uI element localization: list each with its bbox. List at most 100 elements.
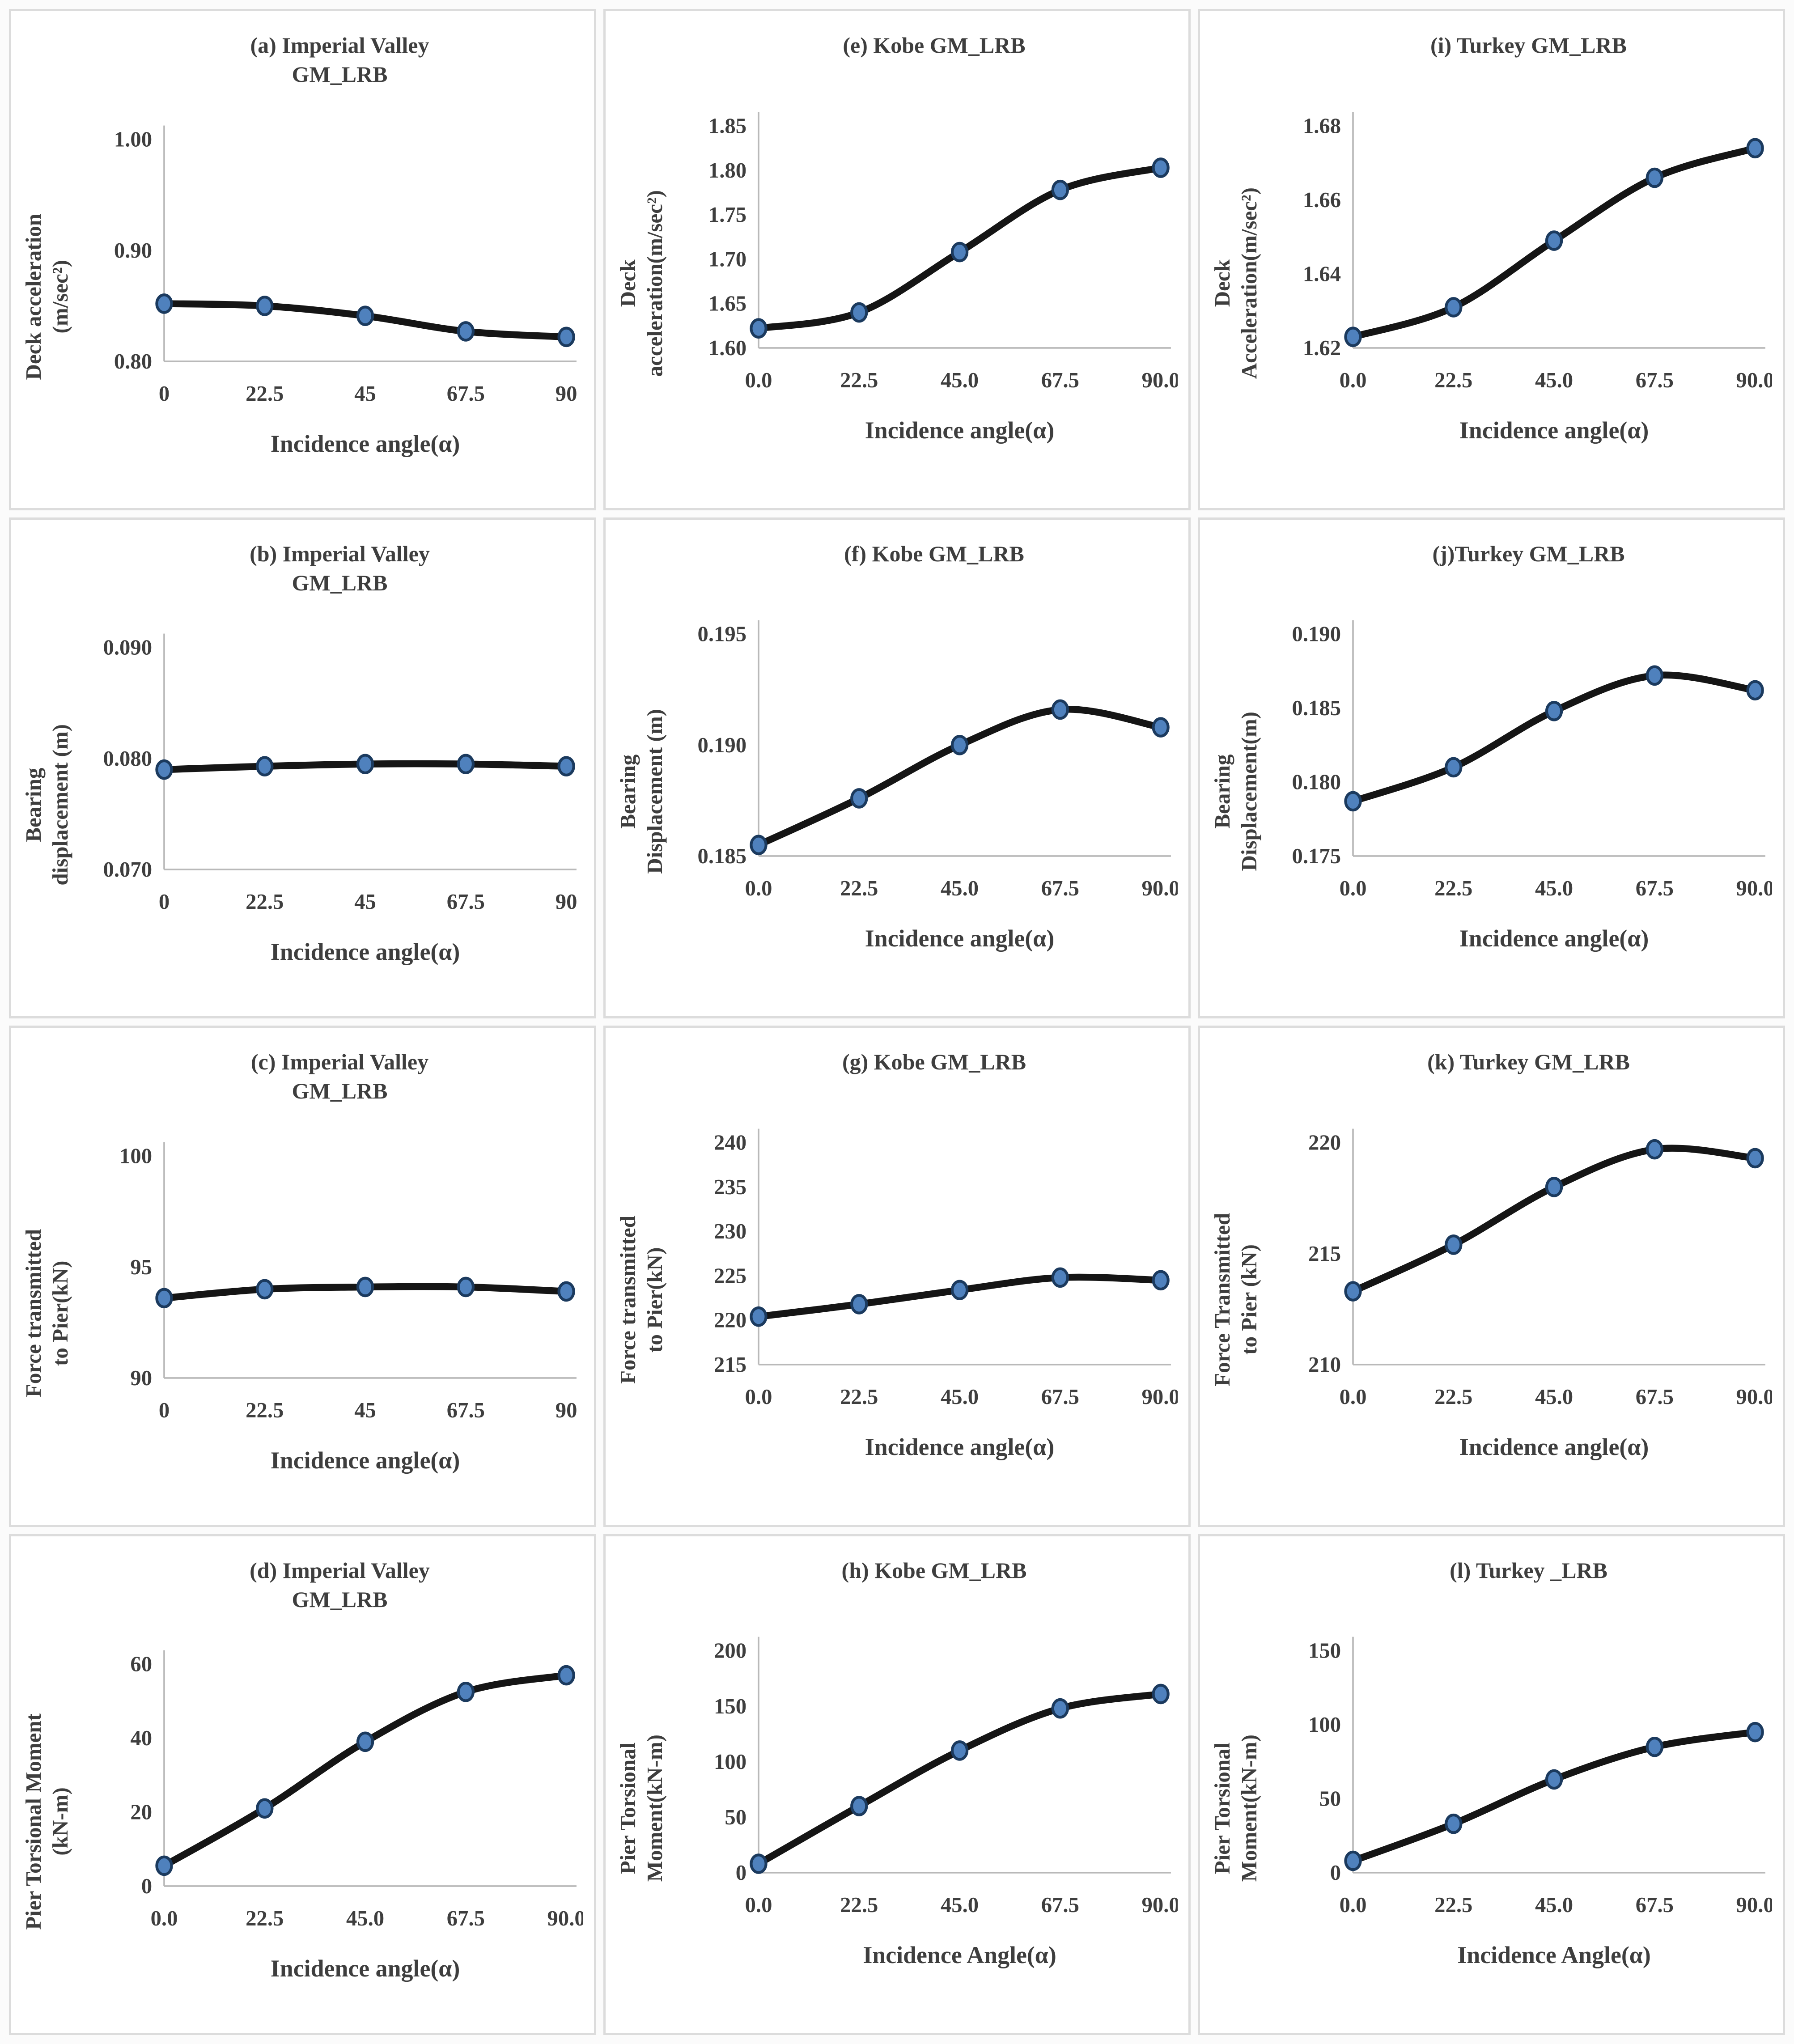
y-tick-label: 0.080 [103,746,152,771]
y-axis-ticks: 1.60 1.65 1.70 1.75 1.80 1.85 [708,114,746,360]
x-tick-label: 45 [354,890,376,914]
x-axis-label-g: Incidence angle(α) [865,1433,1054,1460]
data-point-marker [1545,701,1563,721]
plot-area-g: 215 220 225 230 235 240 0.0 22.5 45.0 67.5 90.0 Inc… [668,1120,1178,1480]
x-axis-ticks: 0.0 22.5 45.0 67.5 90.0 [745,368,1178,392]
x-tick-label: 90.0 [1141,876,1178,900]
y-tick-label: 1.64 [1302,262,1340,286]
data-points [1344,138,1764,347]
y-tick-label: 0.070 [103,857,152,882]
x-tick-label: 45.0 [1535,876,1573,900]
x-tick-label: 67.5 [1635,1385,1673,1409]
x-tick-label: 22.5 [840,876,878,900]
data-point-marker [356,1276,374,1298]
y-tick-label: 235 [714,1175,746,1199]
y-tick-label: 0.190 [697,733,746,757]
x-tick-label: 0.0 [1339,1893,1366,1917]
x-tick-label: 0 [158,1398,169,1422]
x-axis-ticks: 0.0 22.5 45.0 67.5 90.0 [1339,1893,1772,1917]
data-point-marker [457,754,475,775]
data-points [1344,1139,1764,1302]
chart-panel-b: (b) Imperial Valley GM_LRB Bearing displ… [9,517,596,1018]
y-axis-ticks: 0.175 0.180 0.185 0.190 [1292,622,1341,868]
y-axis-ticks: 0.80 0.90 1.00 [114,127,152,373]
data-point-marker [255,1279,273,1300]
data-point-marker [850,788,868,809]
data-point-marker [155,759,173,780]
x-tick-label: 22.5 [840,1385,878,1409]
data-point-marker [1746,1722,1764,1743]
x-axis-label-c: Incidence angle(α) [270,1447,460,1474]
y-tick-label: 1.00 [114,127,152,152]
data-points [749,1684,1170,1874]
x-tick-label: 0.0 [745,1385,772,1409]
chart-title-b: (b) Imperial Valley GM_LRB [250,541,430,595]
data-point-marker [457,321,475,342]
plot-area-d: 0 20 40 60 0.0 22.5 45.0 67.5 90.0 Incidence angl… [74,1642,583,2001]
y-axis-ticks: 210 215 220 [1308,1131,1341,1377]
y-axis-ticks: 90 95 100 [119,1144,152,1390]
chart-plot-k: 210 215 220 0.0 22.5 45.0 67.5 90.0 Incidence an… [1308,1128,1772,1460]
y-tick-label: 50 [725,1805,746,1829]
x-tick-label: 22.5 [246,382,284,406]
chart-plot-l: 0 50 100 150 0.0 22.5 45.0 67.5 90.0 Incidence An… [1308,1637,1772,1968]
x-tick-label: 90.0 [1736,368,1772,392]
y-tick-label: 220 [1308,1131,1341,1155]
chart-panel-d: (d) Imperial Valley GM_LRB Pier Torsiona… [9,1534,596,2035]
data-point-marker [1646,1737,1663,1757]
data-point-marker [155,1288,173,1308]
y-axis-ticks: 0.070 0.080 0.090 [103,636,152,882]
chart-panel-l: (l) Turkey _LRB Pier Torsional Moment(kN… [1198,1534,1785,2035]
y-axis-label-h: Pier Torsional Moment(kN-m) [615,1734,667,1882]
chart-body: Deck Acceleration(m/sec²) 1.62 1.64 1.66 1.… [1209,62,1772,505]
chart-title-a: (a) Imperial Valley GM_LRB [250,33,429,87]
data-point-marker [850,1293,868,1315]
data-point-marker [1151,157,1170,178]
x-axis-ticks: 0 22.5 45 67.5 90 [158,1398,577,1422]
x-axis-ticks: 0.0 22.5 45.0 67.5 90.0 [745,1893,1178,1917]
y-tick-label: 1.60 [708,336,746,360]
data-point-marker [1545,1769,1563,1790]
data-point-marker [255,295,273,316]
data-points [155,293,575,347]
data-point-marker [457,1682,475,1702]
y-axis-ticks: 215 220 225 230 235 240 [714,1131,746,1377]
chart-body: Force Transmitted to Pier (kN) 210 215 220… [1209,1079,1772,1521]
data-point-marker [1545,1177,1563,1197]
y-tick-label: 1.62 [1302,336,1340,360]
y-tick-label: 0.185 [697,844,746,868]
data-point-marker [1051,179,1069,200]
chart-title-h: (h) Kobe GM_LRB [841,1557,1027,1583]
x-axis-ticks: 0 22.5 45 67.5 90 [158,382,577,406]
plot-area-l: 0 50 100 150 0.0 22.5 45.0 67.5 90.0 Incidence An… [1263,1628,1772,1988]
x-tick-label: 67.5 [446,1398,484,1422]
chart-body: Bearing displacement (m) 0.070 0.080 0.090… [20,598,583,1013]
y-axis-ticks: 0.185 0.190 0.195 [697,622,746,868]
x-tick-label: 90.0 [547,1906,583,1930]
y-axis-label-k: Force Transmitted to Pier (kN) [1210,1213,1261,1387]
y-tick-label: 0 [1330,1861,1340,1885]
chart-panel-a: (a) Imperial Valley GM_LRB Deck accelera… [9,9,596,510]
y-axis-ticks: 1.62 1.64 1.66 1.68 [1302,114,1340,360]
x-tick-label: 22.5 [1434,876,1472,900]
x-tick-label: 67.5 [1041,876,1079,900]
y-tick-label: 100 [714,1750,746,1774]
y-tick-label: 225 [714,1264,746,1288]
chart-panel-e: (e) Kobe GM_LRB Deck acceleration(m/sec²… [603,9,1191,510]
x-tick-label: 90.0 [1141,368,1178,392]
x-axis-label-a: Incidence angle(α) [270,430,460,457]
y-tick-label: 230 [714,1219,746,1243]
x-tick-label: 67.5 [1635,368,1673,392]
x-axis-ticks: 0.0 22.5 45.0 67.5 90.0 [1339,1385,1772,1409]
x-tick-label: 0 [158,890,169,914]
plot-area-h: 0 50 100 150 200 0.0 22.5 45.0 67.5 90.0 Incidence… [668,1628,1178,1988]
x-tick-label: 22.5 [840,368,878,392]
plot-area-k: 210 215 220 0.0 22.5 45.0 67.5 90.0 Incidence an… [1263,1120,1772,1480]
plot-area-b: 0.070 0.080 0.090 0 22.5 45 67.5 90 Incidence an… [74,625,583,984]
data-point-marker [749,1853,768,1874]
plot-area-a: 0.80 0.90 1.00 0 22.5 45 67.5 90 Incidence angle… [74,117,583,476]
chart-panel-i: (i) Turkey GM_LRB Deck Acceleration(m/se… [1198,9,1785,510]
x-tick-label: 45.0 [346,1906,384,1930]
data-point-marker [155,293,173,314]
chart-title-k: (k) Turkey GM_LRB [1427,1049,1630,1074]
